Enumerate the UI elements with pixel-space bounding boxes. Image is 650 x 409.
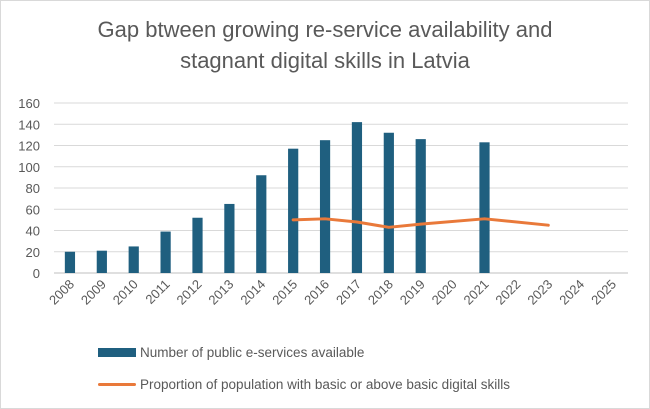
bar	[479, 142, 490, 273]
x-tick-label: 2022	[492, 277, 523, 308]
x-tick-label: 2016	[301, 277, 332, 308]
x-tick-label: 2025	[588, 277, 619, 308]
y-tick-label: 140	[18, 117, 40, 132]
bar	[383, 132, 394, 273]
legend-label-bars: Number of public e-services available	[140, 344, 365, 360]
x-tick-label: 2019	[397, 277, 428, 308]
chart-legend: Number of public e-services available Pr…	[98, 342, 510, 406]
x-tick-label: 2023	[524, 277, 555, 308]
y-tick-label: 80	[26, 181, 40, 196]
legend-swatch-bars	[98, 347, 136, 357]
x-tick-label: 2020	[429, 277, 460, 308]
bar	[192, 217, 203, 273]
bar	[288, 148, 299, 273]
chart-title-line-1: Gap btween growing re-service availabili…	[97, 17, 553, 42]
bar	[160, 231, 171, 273]
x-tick-label: 2011	[142, 277, 172, 307]
bar	[224, 203, 235, 273]
y-tick-label: 100	[18, 160, 40, 175]
y-tick-label: 120	[18, 139, 40, 154]
x-tick-label: 2017	[333, 277, 364, 308]
legend-item-bars: Number of public e-services available	[98, 342, 510, 362]
y-tick-label: 40	[26, 224, 40, 239]
y-tick-label: 60	[26, 202, 40, 217]
x-tick-label: 2010	[110, 277, 141, 308]
x-tick-label: 2009	[78, 277, 109, 308]
bar	[64, 251, 76, 273]
x-tick-label: 2014	[237, 277, 268, 308]
x-tick-label: 2012	[174, 277, 205, 308]
x-tick-label: 2024	[556, 277, 587, 308]
x-tick-label: 2018	[365, 277, 396, 308]
x-tick-label: 2021	[461, 277, 492, 308]
legend-swatch-line	[98, 382, 136, 386]
y-tick-label: 160	[18, 96, 40, 111]
bar	[319, 140, 331, 273]
bar	[351, 122, 363, 273]
x-tick-label: 2008	[46, 277, 77, 308]
legend-label-line: Proportion of population with basic or a…	[140, 376, 510, 392]
bar	[128, 246, 139, 273]
y-tick-label: 20	[26, 245, 40, 260]
chart-title-line-2: stagnant digital skills in Latvia	[180, 48, 470, 73]
chart-title: Gap btween growing re-service availabili…	[0, 14, 650, 76]
legend-item-line: Proportion of population with basic or a…	[98, 374, 510, 394]
x-tick-label: 2013	[205, 277, 236, 308]
bar	[415, 139, 426, 273]
y-tick-label: 0	[33, 266, 40, 281]
bar	[256, 175, 267, 273]
bar	[96, 250, 107, 273]
x-tick-label: 2015	[269, 277, 300, 308]
